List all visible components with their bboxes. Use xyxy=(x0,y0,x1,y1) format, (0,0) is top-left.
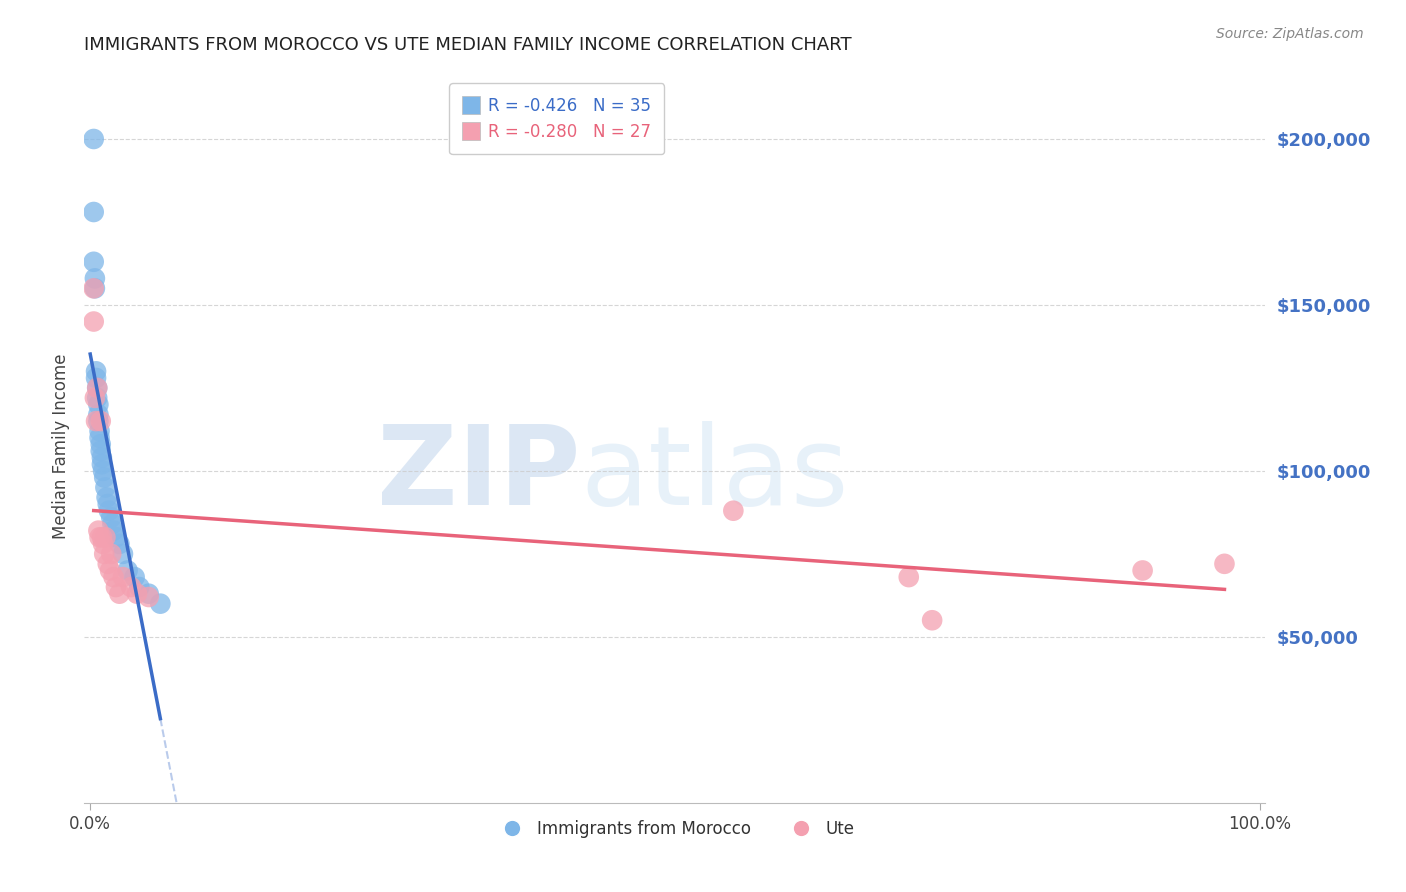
Point xyxy=(103,524,125,538)
Point xyxy=(90,450,112,465)
Point xyxy=(84,364,107,378)
Point xyxy=(98,564,121,578)
Point xyxy=(120,580,142,594)
Point xyxy=(100,547,122,561)
Text: atlas: atlas xyxy=(581,421,849,528)
Point xyxy=(83,314,105,328)
Point xyxy=(84,371,107,385)
Point xyxy=(93,547,115,561)
Point xyxy=(83,271,105,285)
Point xyxy=(97,504,120,518)
Point xyxy=(125,587,148,601)
Y-axis label: Median Family Income: Median Family Income xyxy=(52,353,70,539)
Point xyxy=(1213,557,1236,571)
Point xyxy=(83,132,105,146)
Point xyxy=(149,597,172,611)
Point xyxy=(87,414,110,428)
Point xyxy=(83,281,105,295)
Point xyxy=(108,537,131,551)
Point xyxy=(138,587,160,601)
Point xyxy=(1132,564,1154,578)
Point xyxy=(128,580,150,594)
Point xyxy=(87,524,110,538)
Point xyxy=(104,580,127,594)
Point xyxy=(90,444,112,458)
Point xyxy=(117,564,139,578)
Point xyxy=(897,570,920,584)
Point xyxy=(124,570,146,584)
Point xyxy=(921,613,943,627)
Point xyxy=(90,530,112,544)
Point xyxy=(723,504,745,518)
Point xyxy=(138,590,160,604)
Point xyxy=(97,557,120,571)
Point xyxy=(89,424,111,438)
Point xyxy=(90,437,112,451)
Text: ZIP: ZIP xyxy=(377,421,581,528)
Point xyxy=(90,457,112,471)
Text: IMMIGRANTS FROM MOROCCO VS UTE MEDIAN FAMILY INCOME CORRELATION CHART: IMMIGRANTS FROM MOROCCO VS UTE MEDIAN FA… xyxy=(84,36,852,54)
Text: Source: ZipAtlas.com: Source: ZipAtlas.com xyxy=(1216,27,1364,41)
Point xyxy=(89,431,111,445)
Point xyxy=(90,414,112,428)
Point xyxy=(89,530,111,544)
Point xyxy=(91,537,114,551)
Point xyxy=(86,381,108,395)
Point xyxy=(96,491,118,505)
Point xyxy=(97,497,120,511)
Point xyxy=(86,381,108,395)
Point xyxy=(104,530,127,544)
Point xyxy=(94,481,117,495)
Point xyxy=(83,391,105,405)
Point xyxy=(83,254,105,268)
Point xyxy=(83,281,105,295)
Point xyxy=(87,397,110,411)
Point xyxy=(108,587,131,601)
Point xyxy=(111,547,134,561)
Point xyxy=(111,570,134,584)
Point xyxy=(86,391,108,405)
Point xyxy=(93,470,115,484)
Point xyxy=(103,570,125,584)
Legend: Immigrants from Morocco, Ute: Immigrants from Morocco, Ute xyxy=(488,814,862,845)
Point xyxy=(87,408,110,422)
Point xyxy=(91,464,114,478)
Point xyxy=(101,516,124,531)
Point xyxy=(100,510,122,524)
Point xyxy=(83,205,105,219)
Point xyxy=(94,530,117,544)
Point xyxy=(84,414,107,428)
